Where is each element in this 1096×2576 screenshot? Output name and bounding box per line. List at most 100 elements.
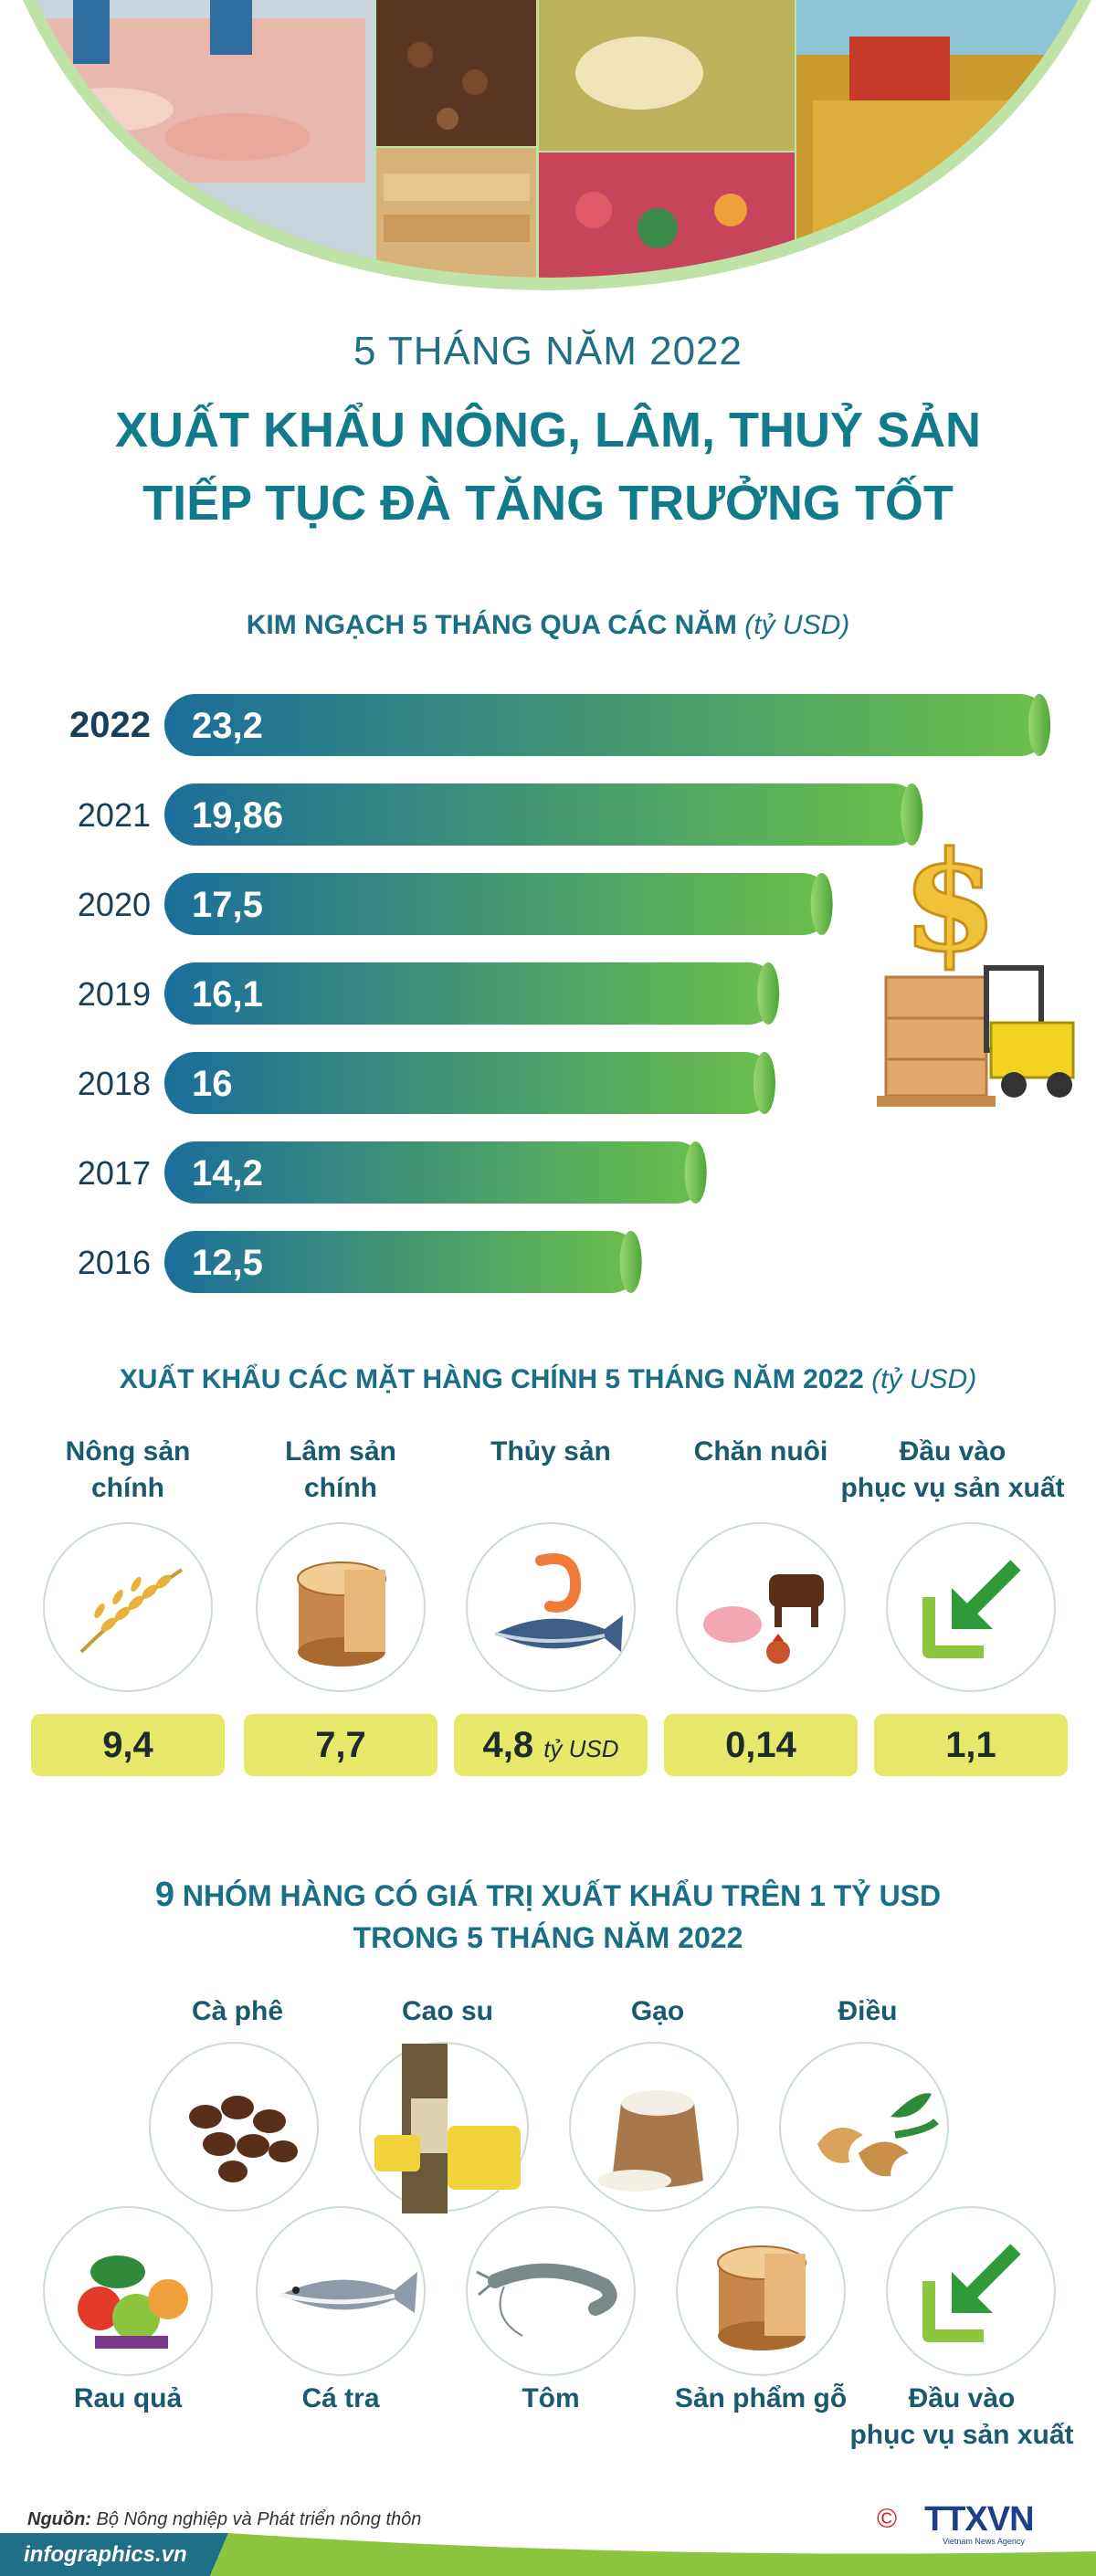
bar-year-label-2021: 2021 xyxy=(78,796,151,834)
chart-heading: KIM NGẠCH 5 THÁNG QUA CÁC NĂM (tỷ USD) xyxy=(0,610,1096,641)
bar-cap-2017 xyxy=(684,1141,707,1204)
bar-2016 xyxy=(164,1231,642,1293)
group-label-rubber: Cao su xyxy=(401,1996,494,2026)
groups-heading-text: NHÓM HÀNG CÓ GIÁ TRỊ XUẤT KHẨU TRÊN 1 TỶ… xyxy=(182,1879,942,1912)
bar-cap-2016 xyxy=(619,1231,642,1293)
main-products-heading: XUẤT KHẨU CÁC MẶT HÀNG CHÍNH 5 THÁNG NĂM… xyxy=(0,1364,1096,1395)
bar-year-label-2018: 2018 xyxy=(78,1065,151,1102)
header-photo-collage xyxy=(23,0,1091,290)
bar-year-label-2019: 2019 xyxy=(78,975,151,1013)
source-note: Nguồn: Bộ Nông nghiệp và Phát triển nông… xyxy=(27,2509,421,2530)
coffee-icon xyxy=(189,2096,298,2182)
group-circle-cashew xyxy=(779,2042,949,2212)
group-circle-pangasius xyxy=(256,2206,426,2376)
groups-heading: 9 NHÓM HÀNG CÓ GIÁ TRỊ XUẤT KHẨU TRÊN 1 … xyxy=(0,1876,1096,1915)
product-value-agri: 9,4 xyxy=(31,1714,225,1776)
product-circle-seafood xyxy=(466,1522,636,1692)
bar-cap-2018 xyxy=(753,1052,775,1114)
group-label-prawn: Tôm xyxy=(522,2383,580,2413)
input-arrow-icon xyxy=(922,1560,1021,1658)
group-label-coffee: Cà phê xyxy=(191,1996,284,2026)
product-value-seafood: 4,8 tỷ USD xyxy=(454,1714,648,1776)
product-circle-livestock xyxy=(676,1522,846,1692)
bar-2017 xyxy=(164,1141,707,1204)
product-circle-forest xyxy=(256,1522,426,1692)
bar-value-label-2022: 23,2 xyxy=(192,706,263,746)
bar-value-label-2016: 12,5 xyxy=(192,1243,263,1283)
group-circle-inputs xyxy=(886,2206,1056,2376)
chart-heading-text: KIM NGẠCH 5 THÁNG QUA CÁC NĂM xyxy=(246,610,737,640)
group-circle-coffee xyxy=(149,2042,319,2212)
group-label-pangasius: Cá tra xyxy=(301,2383,380,2413)
svg-text:$: $ xyxy=(902,822,997,983)
group-label-inputs: Đầu vào phục vụ sản xuất xyxy=(849,2383,1074,2450)
chart-heading-unit: (tỷ USD) xyxy=(744,610,850,640)
wood-product-icon xyxy=(717,2245,806,2350)
bar-2021 xyxy=(164,783,923,846)
vegetables-icon xyxy=(78,2255,188,2349)
forklift-dollar-icon: $ xyxy=(877,821,1075,1107)
group-circle-wood-product xyxy=(676,2206,846,2376)
source-label: Nguồn: xyxy=(27,2509,91,2529)
prawn-icon xyxy=(476,2263,617,2337)
bar-2022 xyxy=(164,694,1050,756)
group-circle-prawn xyxy=(466,2206,636,2376)
bar-value-label-2018: 16 xyxy=(192,1064,233,1104)
product-label-agri: Nông sản chính xyxy=(65,1436,191,1503)
cashew-icon xyxy=(817,2093,939,2177)
bar-cap-2019 xyxy=(757,962,780,1025)
copyright-symbol: © xyxy=(877,2504,898,2534)
main-products-heading-text: XUẤT KHẨU CÁC MẶT HÀNG CHÍNH 5 THÁNG NĂM… xyxy=(119,1364,864,1394)
group-label-cashew: Điều xyxy=(838,1996,898,2026)
wood-log-icon xyxy=(297,1561,386,1667)
group-label-rice: Gạo xyxy=(630,1996,685,2026)
bar-value-label-2019: 16,1 xyxy=(192,974,263,1015)
bar-year-label-2017: 2017 xyxy=(78,1154,151,1192)
product-label-forest: Lâm sản chính xyxy=(285,1436,396,1503)
bar-cap-2022 xyxy=(1028,694,1050,756)
brand-name: TTXVN xyxy=(924,2500,1035,2539)
product-circle-agri xyxy=(43,1522,213,1692)
bar-cap-2021 xyxy=(901,783,923,846)
bar-value-label-2017: 14,2 xyxy=(192,1153,263,1193)
group-circle-rubber xyxy=(359,2042,529,2213)
brand-subtitle: Vietnam News Agency xyxy=(943,2537,1025,2546)
input-arrow-icon xyxy=(922,2244,1021,2342)
page-subtitle: 5 THÁNG NĂM 2022 xyxy=(353,329,743,373)
group-label-vegetables: Rau quả xyxy=(73,2383,183,2413)
bar-year-label-2022: 2022 xyxy=(69,705,151,745)
page-title-line1: XUẤT KHẨU NÔNG, LÂM, THUỶ SẢN xyxy=(115,403,981,457)
bar-value-label-2020: 17,5 xyxy=(192,885,263,925)
groups-heading-line2: TRONG 5 THÁNG NĂM 2022 xyxy=(353,1921,743,1954)
footer-bar xyxy=(0,2533,1096,2576)
product-value-forest: 7,7 xyxy=(244,1714,437,1776)
bar-2020 xyxy=(164,873,833,935)
groups-heading-number: 9 xyxy=(154,1876,174,1914)
bar-2018 xyxy=(164,1052,775,1114)
main-products-heading-unit: (tỷ USD) xyxy=(871,1364,977,1394)
rice-icon xyxy=(79,1568,184,1654)
product-value-livestock: 0,14 xyxy=(664,1714,858,1776)
product-label-seafood: Thủy sản xyxy=(490,1436,611,1467)
rice-sack-icon xyxy=(598,2090,703,2192)
site-name: infographics.vn xyxy=(24,2542,187,2567)
product-circle-inputs xyxy=(886,1522,1056,1692)
group-circle-rice xyxy=(569,2042,739,2212)
bar-year-label-2016: 2016 xyxy=(78,1244,151,1281)
timber-photo xyxy=(376,148,536,278)
bar-chart: 2022 23,2 2021 19,86 2020 17,5 2019 16,1 2018 16 2… xyxy=(69,694,1075,1293)
brand-logo: © TTXVN Vietnam News Agency xyxy=(877,2500,1078,2546)
livestock-icon xyxy=(703,1574,824,1664)
bar-year-label-2020: 2020 xyxy=(78,886,151,923)
product-label-livestock: Chăn nuôi xyxy=(693,1436,828,1467)
group-label-wood-product: Sản phẩm gỗ xyxy=(674,2383,848,2413)
bar-2019 xyxy=(164,962,780,1025)
source-text: Bộ Nông nghiệp và Phát triển nông thôn xyxy=(96,2509,422,2529)
product-label-inputs: Đầu vào phục vụ sản xuất xyxy=(840,1436,1065,1503)
product-value-inputs: 1,1 xyxy=(874,1714,1068,1776)
bar-value-label-2021: 19,86 xyxy=(192,795,283,836)
bar-cap-2020 xyxy=(810,873,833,935)
pangasius-icon xyxy=(279,2272,417,2313)
page-title-line2: TIẾP TỤC ĐÀ TĂNG TRƯỞNG TỐT xyxy=(142,476,954,531)
shrimp-fish-icon xyxy=(494,1553,623,1652)
